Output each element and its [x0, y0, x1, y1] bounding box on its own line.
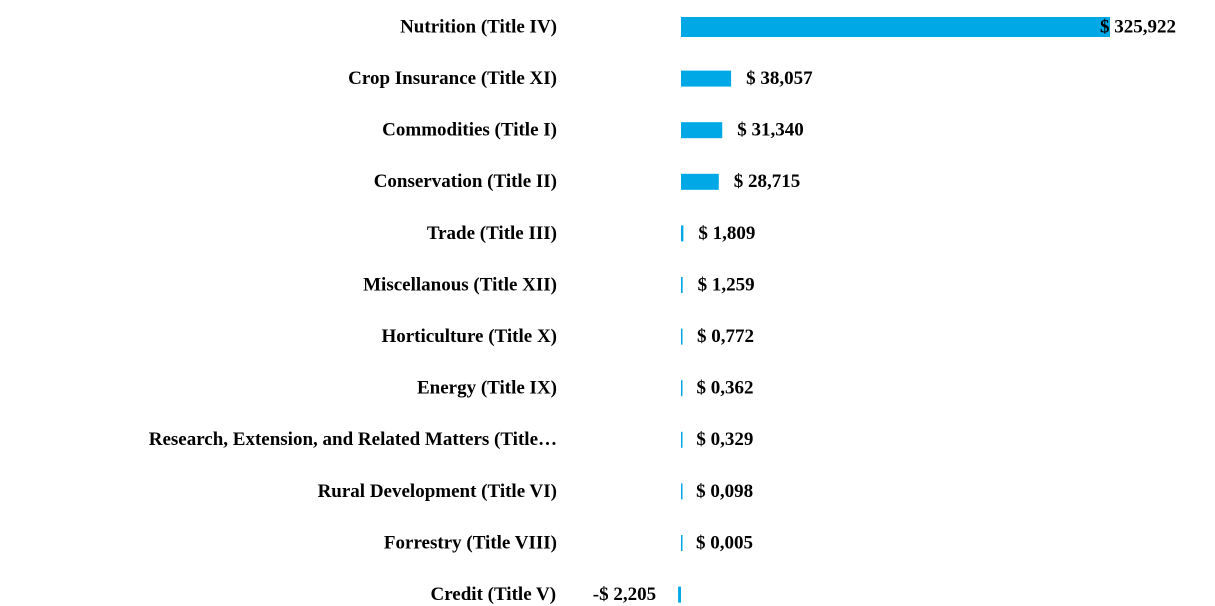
bar: [681, 380, 683, 397]
category-label: Commodities (Title I): [382, 120, 557, 141]
category-label: Research, Extension, and Related Matters…: [149, 429, 557, 450]
bar: [681, 173, 719, 190]
category-label: Nutrition (Title IV): [400, 16, 557, 37]
bar: [681, 277, 683, 293]
value-label: $ 325,922: [1100, 16, 1176, 37]
category-label: Rural Development (Title VI): [318, 481, 557, 502]
value-label: $ 28,715: [734, 171, 801, 192]
bar: [681, 225, 684, 242]
bar: [681, 70, 732, 87]
value-label: $ 1,809: [698, 223, 755, 244]
value-label: -$ 2,205: [593, 584, 656, 605]
bar: [678, 586, 681, 603]
value-label: $ 1,259: [698, 274, 755, 295]
category-label: Horticulture (Title X): [381, 326, 557, 347]
value-label: $ 0,362: [696, 378, 753, 399]
value-label: $ 38,057: [746, 68, 813, 89]
category-label: Miscellanous (Title XII): [363, 274, 557, 295]
value-label: $ 31,340: [737, 120, 804, 141]
category-label: Conservation (Title II): [374, 171, 557, 192]
bar: [681, 535, 683, 551]
category-label: Trade (Title III): [427, 223, 557, 244]
value-label: $ 0,005: [696, 532, 753, 553]
value-label: $ 0,098: [696, 481, 753, 502]
bar: [681, 17, 1110, 37]
bar: [681, 431, 683, 448]
category-label: Forrestry (Title VIII): [384, 532, 557, 553]
value-label: $ 0,329: [696, 429, 753, 450]
category-label: Credit (Title V): [430, 584, 556, 605]
category-label: Energy (Title IX): [417, 378, 557, 399]
bar: [681, 328, 683, 345]
category-label: Crop Insurance (Title XI): [348, 68, 557, 89]
bar: [681, 483, 683, 500]
value-label: $ 0,772: [697, 326, 754, 347]
bar: [681, 122, 723, 139]
